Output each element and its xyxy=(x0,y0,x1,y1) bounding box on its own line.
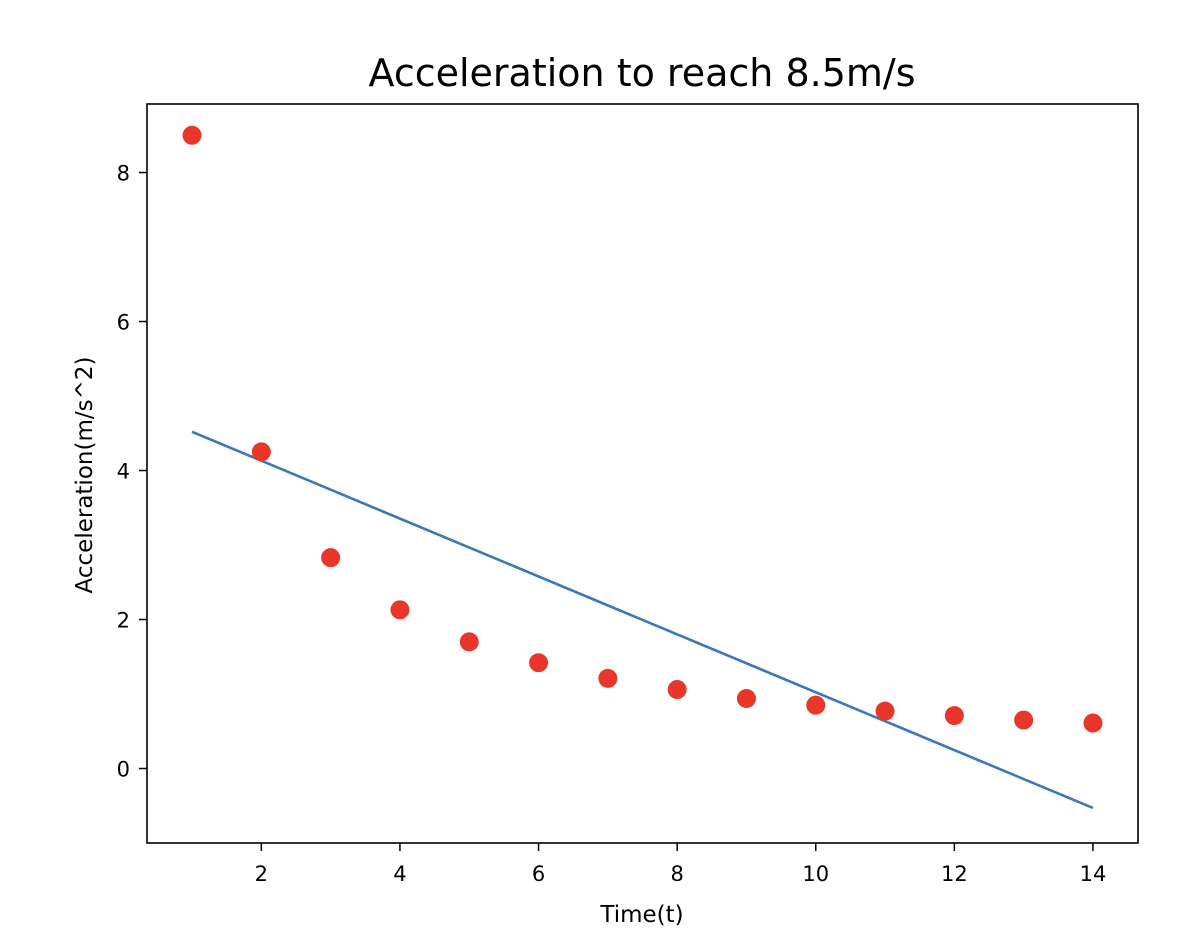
data-point xyxy=(875,701,895,721)
x-tick-label: 4 xyxy=(393,862,406,886)
data-point xyxy=(1083,713,1103,733)
x-tick-label: 10 xyxy=(802,862,829,886)
data-point xyxy=(1014,710,1034,730)
data-point xyxy=(736,688,756,708)
x-tick-label: 14 xyxy=(1080,862,1107,886)
data-point xyxy=(251,442,271,462)
y-tick-label: 2 xyxy=(117,609,130,633)
plot-frame xyxy=(146,103,1139,844)
trend-line xyxy=(191,430,1094,810)
data-point xyxy=(944,706,964,726)
data-point xyxy=(598,668,618,688)
data-point xyxy=(459,632,479,652)
x-tick-label: 12 xyxy=(941,862,968,886)
x-tick-label: 8 xyxy=(670,862,683,886)
y-tick-label: 8 xyxy=(117,162,130,186)
data-point xyxy=(806,695,826,715)
plot-background xyxy=(147,104,1138,843)
series-layer xyxy=(182,125,1103,810)
plot-area: 2 4 6 8 10 12 14 0 2 4 6 8 xyxy=(117,103,1139,886)
y-tick-label: 0 xyxy=(117,758,130,782)
x-tick-label: 6 xyxy=(532,862,545,886)
y-tick-label: 4 xyxy=(117,460,130,484)
data-point xyxy=(390,600,410,620)
y-axis-ticks: 0 2 4 6 8 xyxy=(117,162,147,782)
y-axis-label: Acceleration(m/s^2) xyxy=(72,357,98,594)
data-point xyxy=(182,125,202,145)
x-axis-ticks: 2 4 6 8 10 12 14 xyxy=(255,843,1107,886)
data-point xyxy=(529,653,549,673)
data-point xyxy=(321,548,341,568)
x-axis-label: Time(t) xyxy=(599,902,683,928)
data-point xyxy=(667,680,687,700)
y-tick-label: 6 xyxy=(117,311,130,335)
chart-title: Acceleration to reach 8.5m/s xyxy=(369,51,916,95)
x-tick-label: 2 xyxy=(255,862,268,886)
